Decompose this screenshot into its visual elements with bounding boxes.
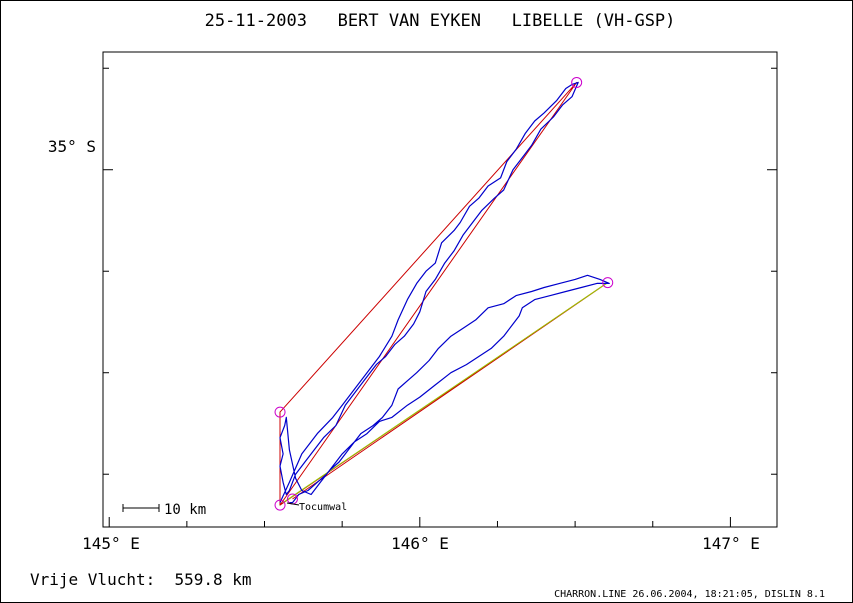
x-tick-label-145: 145° E <box>82 534 140 553</box>
x-tick-label-147: 147° E <box>702 534 760 553</box>
chart-title: 25-11-2003 BERT VAN EYKEN LIBELLE (VH-GS… <box>205 11 676 31</box>
place-marker-tick <box>286 502 300 506</box>
scale-bar <box>122 504 160 512</box>
turnpoint-marker-0 <box>274 499 286 511</box>
place-label-tocumwal: Tocumwal <box>299 502 347 513</box>
y-tick-label-35s: 35° S <box>48 137 96 156</box>
track-series-2 <box>279 81 610 504</box>
turnpoint-marker-1 <box>571 76 583 88</box>
plot-area <box>102 51 778 528</box>
axis-ticks <box>103 67 777 527</box>
turnpoint-markers <box>274 76 614 511</box>
track-series-1 <box>282 282 608 504</box>
footer-credit: CHARRON.LINE 26.06.2004, 18:21:05, DISLI… <box>554 589 825 600</box>
x-tick-label-146: 146° E <box>391 534 449 553</box>
turnpoint-marker-2 <box>274 406 286 418</box>
scale-bar-label: 10 km <box>164 502 206 518</box>
flight-tracks <box>279 81 610 506</box>
free-flight-distance: Vrije Vlucht: 559.8 km <box>30 570 252 589</box>
turnpoint-marker-3 <box>602 277 614 289</box>
